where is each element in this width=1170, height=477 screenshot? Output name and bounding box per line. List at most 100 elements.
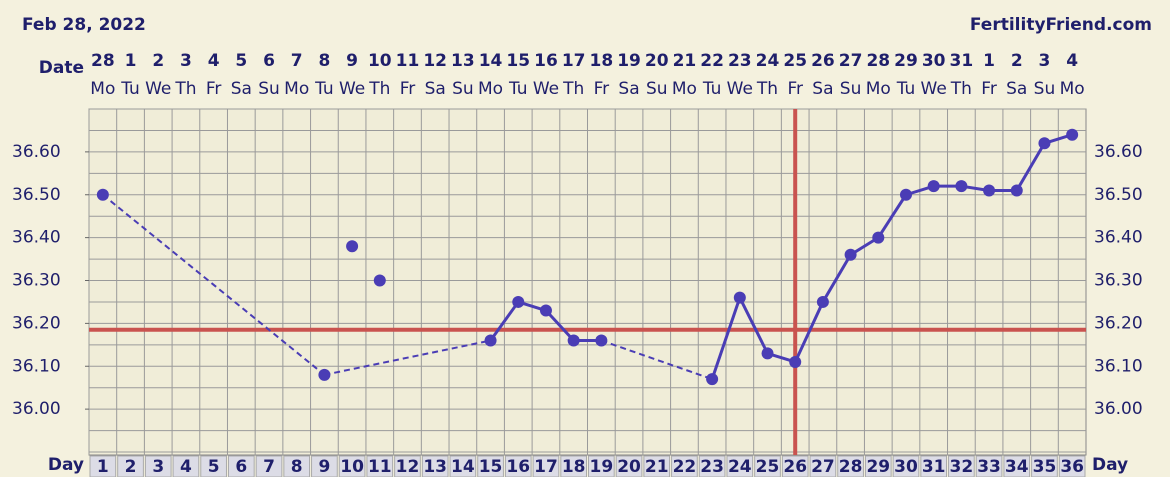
date-label: 22 (700, 51, 724, 71)
day-cell (394, 455, 421, 477)
day-number: 9 (318, 457, 330, 477)
y-tick-label-right: 36.60 (1094, 142, 1143, 162)
temp-point (733, 291, 746, 304)
date-label: 2 (152, 51, 164, 71)
y-tick-label-right: 36.10 (1094, 356, 1143, 376)
day-cell (809, 455, 837, 477)
date-label: 28 (91, 51, 115, 71)
day-number: 15 (479, 457, 503, 477)
date-label: 31 (950, 51, 974, 71)
date-label: 23 (728, 51, 752, 71)
temp-point (844, 248, 857, 261)
day-number: 8 (291, 457, 303, 477)
weekday-label: Su (1034, 79, 1056, 99)
y-tick-label-right: 36.20 (1094, 313, 1143, 333)
day-cell (726, 455, 754, 477)
temp-segment (1015, 142, 1046, 192)
temp-segment (102, 193, 326, 376)
day-cell (144, 455, 172, 477)
date-label: 6 (263, 51, 275, 71)
day-number: 31 (922, 457, 946, 477)
temp-point (318, 368, 331, 381)
day-cell (117, 455, 144, 477)
day-cell (643, 455, 671, 477)
brand: FertilityFriend.com (970, 15, 1152, 35)
temp-point (1066, 128, 1079, 141)
y-tick-label-right: 36.40 (1094, 228, 1143, 248)
day-number: 22 (673, 457, 697, 477)
weekday-label: Sa (618, 79, 639, 99)
day-number: 35 (1033, 457, 1057, 477)
date-label: 8 (318, 51, 330, 71)
day-number: 4 (180, 457, 192, 477)
weekday-label: Tu (896, 79, 916, 99)
temp-segment (710, 297, 742, 380)
day-number: 25 (756, 457, 780, 477)
weekday-label: Mo (672, 79, 697, 99)
weekday-label: Sa (812, 79, 833, 99)
date-label: 19 (617, 51, 641, 71)
date-label: 21 (673, 51, 697, 71)
date-label: 11 (396, 51, 420, 71)
temp-point (484, 334, 497, 347)
day-cell (421, 455, 449, 477)
day-number: 1 (97, 457, 109, 477)
day-cell (754, 455, 781, 477)
day-number: 11 (368, 457, 392, 477)
weekday-label: Su (840, 79, 862, 99)
temp-point (872, 231, 885, 244)
day-cell (504, 455, 532, 477)
y-tick-label: 36.40 (12, 228, 61, 248)
chart-title: Feb 28, 2022 (22, 15, 146, 35)
day-number: 28 (839, 457, 863, 477)
day-cell (227, 455, 255, 477)
weekday-label: Th (368, 79, 390, 99)
weekday-label: Fr (787, 79, 803, 99)
day-cell (560, 455, 587, 477)
temp-point (512, 295, 525, 308)
day-cell (948, 455, 975, 477)
day-number: 14 (451, 457, 475, 477)
temp-point (789, 355, 802, 368)
day-number: 32 (950, 457, 974, 477)
day-number: 7 (263, 457, 275, 477)
y-tick-label-right: 36.50 (1094, 185, 1143, 205)
y-tick-label: 36.00 (12, 399, 61, 419)
y-tick-label-right: 36.30 (1094, 271, 1143, 291)
day-label-right: Day (1092, 455, 1128, 475)
date-label: 20 (645, 51, 669, 71)
weekday-label: Tu (120, 79, 140, 99)
day-cell (311, 455, 338, 477)
day-number: 21 (645, 457, 669, 477)
date-label: 24 (756, 51, 780, 71)
y-tick-label: 36.30 (12, 271, 61, 291)
date-label: Date (39, 58, 84, 78)
date-label: 7 (291, 51, 303, 71)
day-number: 27 (811, 457, 835, 477)
day-number: 34 (1005, 457, 1029, 477)
date-label: 17 (562, 51, 586, 71)
temp-segment (324, 339, 491, 376)
date-label: 4 (208, 51, 220, 71)
weekday-label: We (921, 79, 947, 99)
day-number: 10 (340, 457, 364, 477)
day-number: 6 (235, 457, 247, 477)
discarded-point (373, 274, 386, 287)
day-cell (172, 455, 200, 477)
weekday-label: Mo (866, 79, 891, 99)
weekday-label: Th (950, 79, 972, 99)
day-number: 23 (700, 457, 724, 477)
day-number: 13 (423, 457, 447, 477)
temp-point (595, 334, 608, 347)
day-cell (1058, 455, 1086, 477)
temp-point (96, 188, 109, 201)
weekday-label: We (533, 79, 559, 99)
day-cell (200, 455, 227, 477)
temp-point (816, 295, 829, 308)
y-tick-label: 36.50 (12, 185, 61, 205)
date-label: 15 (506, 51, 530, 71)
day-cell (698, 455, 726, 477)
temp-segment (738, 296, 769, 355)
day-cell (1031, 455, 1058, 477)
